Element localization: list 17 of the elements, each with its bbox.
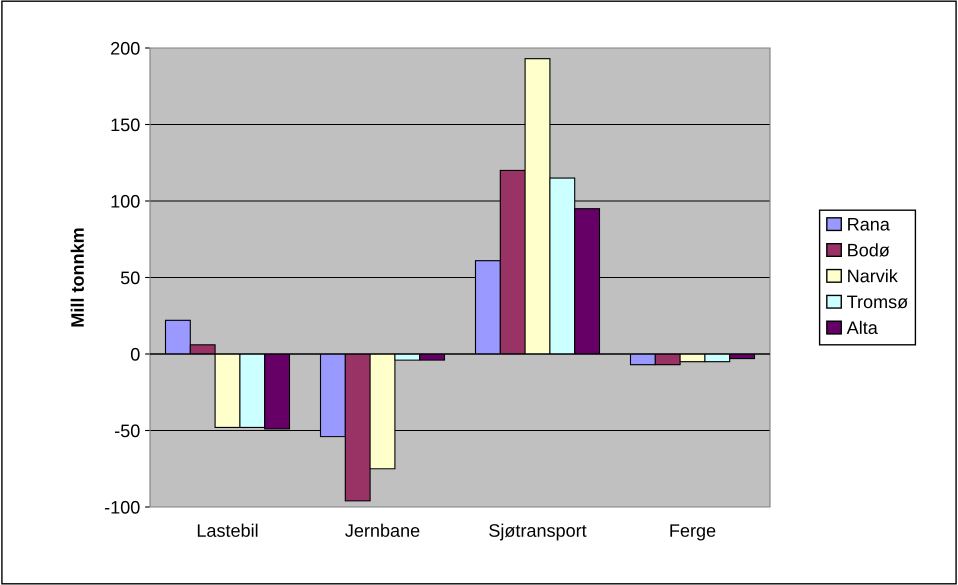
- legend-label: Rana: [848, 218, 890, 231]
- y-tick-label: 100: [112, 194, 140, 208]
- legend-label: Alta: [846, 320, 878, 334]
- y-tick-label: -50: [114, 424, 140, 438]
- legend-label: Tromsø: [847, 296, 908, 308]
- legend-label: Bodø: [848, 243, 890, 257]
- x-tick-label: Jernbane: [345, 524, 420, 537]
- y-tick-label: 50: [120, 271, 140, 284]
- legend-label: Narvik: [848, 269, 898, 282]
- x-tick-label: Lastebil: [198, 524, 258, 537]
- y-tick-label: 200: [111, 42, 140, 55]
- x-tick-label: Ferge: [670, 524, 716, 540]
- y-tick-label: 150: [112, 118, 140, 132]
- y-tick-label: 0: [130, 348, 140, 361]
- y-axis-title: Mill tonnkm: [70, 228, 84, 326]
- y-tick-label: -100: [104, 500, 140, 514]
- x-tick-label: Sjøtransport: [489, 524, 587, 540]
